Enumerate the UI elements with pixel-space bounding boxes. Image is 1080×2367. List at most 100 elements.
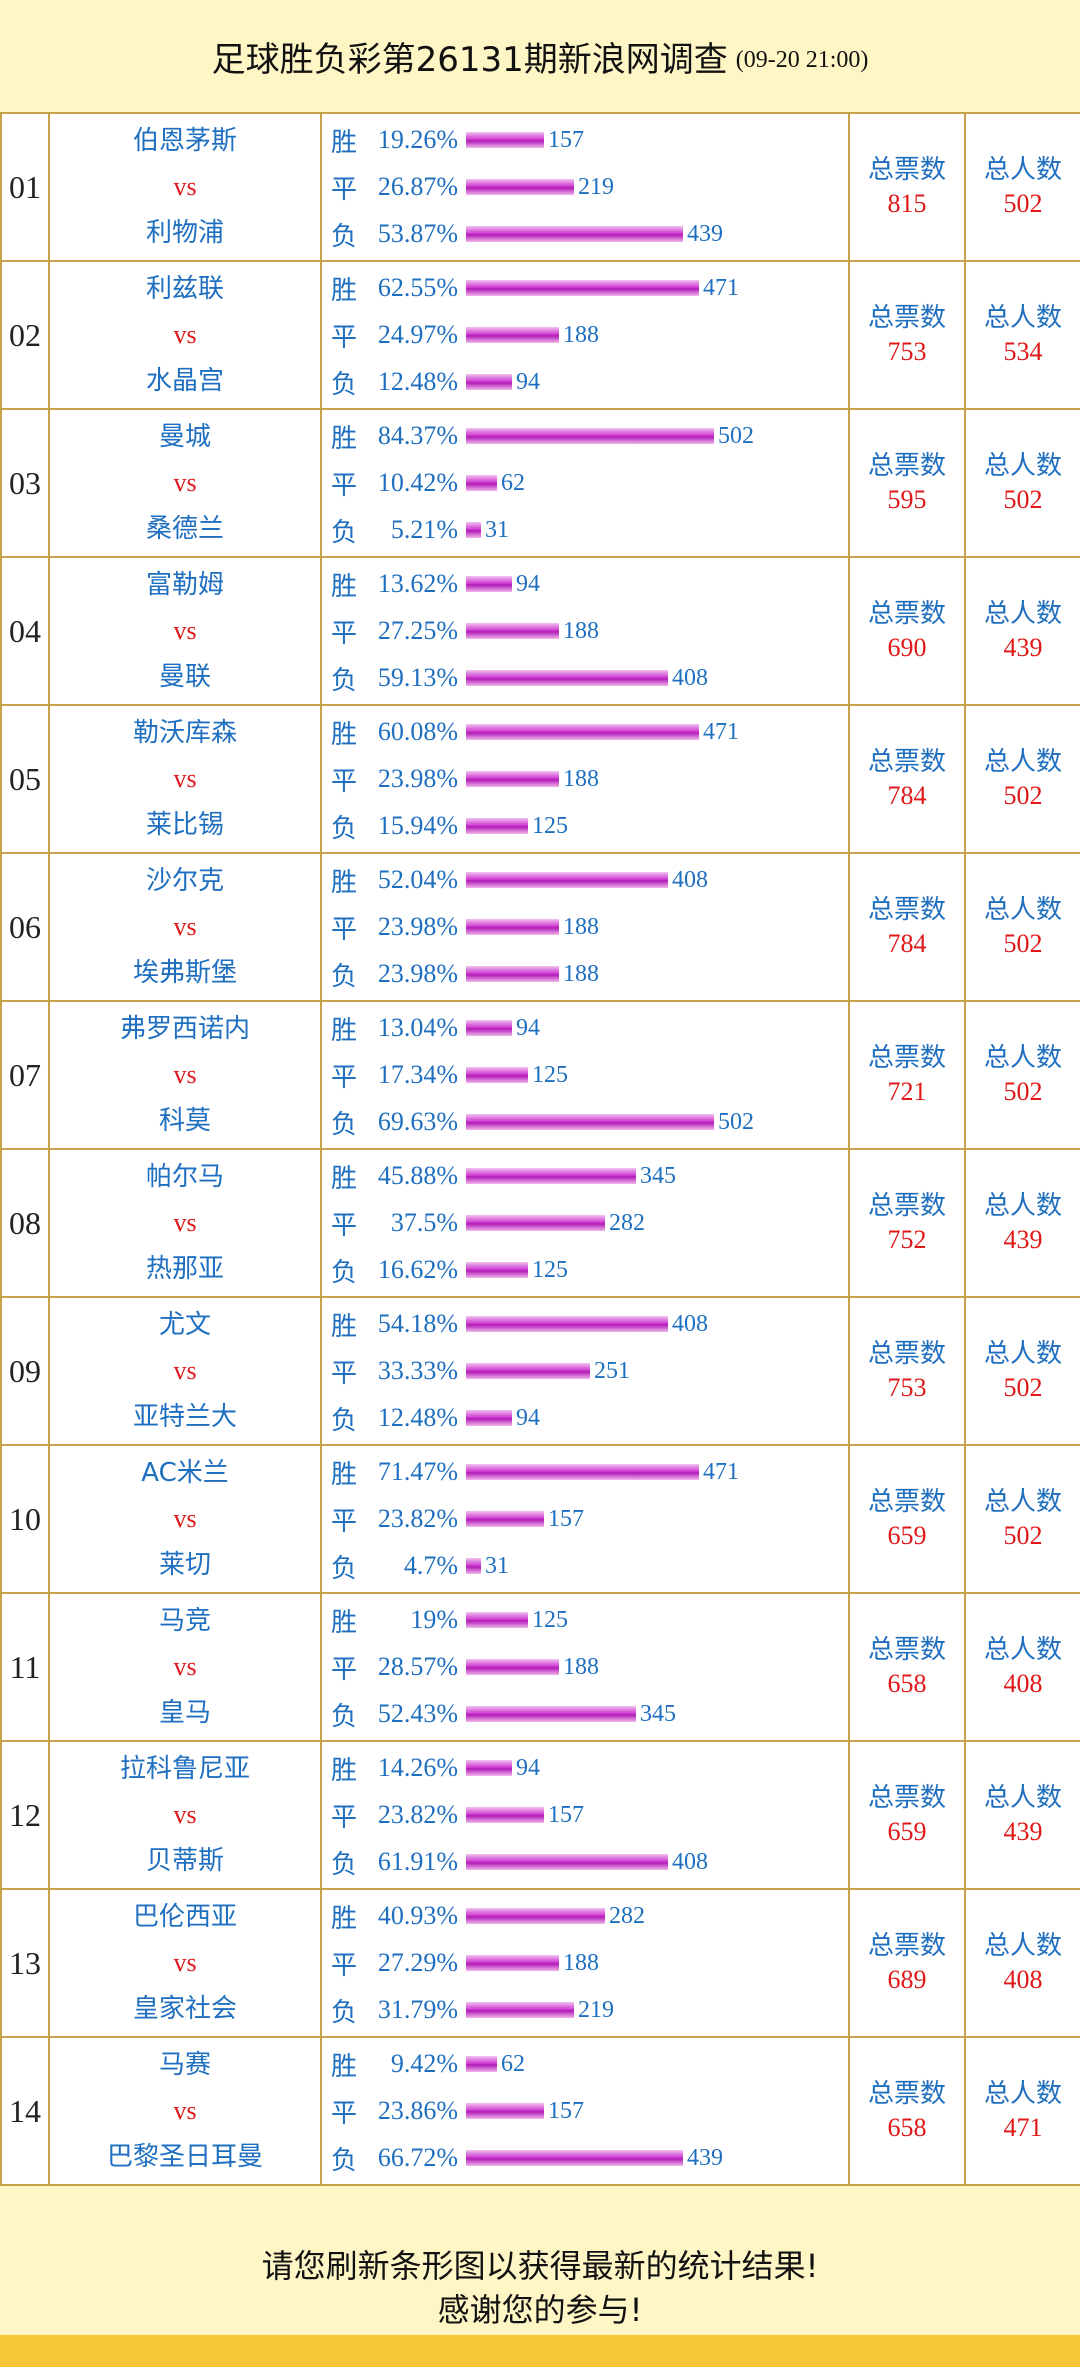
- total-votes-cell: 总票数 659: [848, 1444, 966, 1594]
- vote-line-lose: 负 61.91% 408: [322, 1839, 848, 1886]
- bottom-strip: [0, 2335, 1080, 2367]
- vote-bar-draw: [466, 623, 559, 639]
- vote-bar-win: [466, 1760, 512, 1776]
- vote-line-win: 胜 19% 125: [322, 1597, 848, 1644]
- total-votes-cell: 总票数 690: [848, 556, 966, 706]
- footer-thanks: 感谢您的参与!: [437, 2291, 643, 2329]
- match-number: 01: [0, 112, 50, 262]
- vote-line-lose: 负 69.63% 502: [322, 1099, 848, 1146]
- vote-label-lose: 负: [330, 2145, 357, 2176]
- total-people-label: 总人数: [983, 1635, 1062, 1665]
- match-number: 10: [0, 1444, 50, 1594]
- vote-label-win: 胜: [330, 1903, 357, 1934]
- total-votes-value: 784: [887, 781, 927, 810]
- vote-bar-draw: [466, 771, 559, 787]
- total-people-label: 总人数: [983, 451, 1062, 481]
- vote-bars: 胜 13.04% 94 平 17.34% 125 负 69.63% 502: [320, 1000, 850, 1150]
- vs-label: vs: [173, 1208, 197, 1237]
- footer: 请您刷新条形图以获得最新的统计结果! 感谢您的参与!: [0, 2192, 1080, 2332]
- vote-bar-draw: [466, 179, 574, 195]
- total-votes-label: 总票数: [867, 1931, 946, 1961]
- vote-percent-win: 60.08%: [377, 717, 458, 746]
- vote-bar-draw: [466, 475, 497, 491]
- vote-label-draw: 平: [330, 2098, 357, 2129]
- vs-label: vs: [173, 1504, 197, 1533]
- vote-bar-lose: [466, 818, 528, 834]
- vote-count-draw: 188: [563, 913, 599, 940]
- vs-label: vs: [173, 1652, 197, 1681]
- vote-count-lose: 31: [485, 1552, 509, 1579]
- vote-bar-draw: [466, 1363, 590, 1379]
- vote-count-lose: 439: [687, 2144, 723, 2171]
- vote-count-win: 471: [703, 1458, 739, 1485]
- vote-bars: 胜 19% 125 平 28.57% 188 负 52.43% 345: [320, 1592, 850, 1742]
- vote-label-lose: 负: [330, 1997, 357, 2028]
- match-teams: 曼城 vs 桑德兰: [48, 408, 322, 558]
- away-team: 热那亚: [145, 1254, 224, 1284]
- total-votes-label: 总票数: [867, 155, 946, 185]
- total-people-cell: 总人数 502: [964, 1000, 1080, 1150]
- vote-count-win: 94: [516, 570, 540, 597]
- survey-rows: 01 伯恩茅斯 vs 利物浦 胜 19.26% 157 平 26.87% 219…: [0, 112, 1080, 2186]
- match-row: 12 拉科鲁尼亚 vs 贝蒂斯 胜 14.26% 94 平 23.82% 157…: [0, 1740, 1080, 1890]
- match-number: 05: [0, 704, 50, 854]
- vote-bar-win: [466, 872, 668, 888]
- vote-label-draw: 平: [330, 1802, 357, 1833]
- total-people-label: 总人数: [983, 155, 1062, 185]
- match-number: 13: [0, 1888, 50, 2038]
- vs-label: vs: [173, 616, 197, 645]
- vote-percent-lose: 66.72%: [377, 2143, 458, 2172]
- vote-bars: 胜 14.26% 94 平 23.82% 157 负 61.91% 408: [320, 1740, 850, 1890]
- vote-label-win: 胜: [330, 867, 357, 898]
- vs-label: vs: [173, 320, 197, 349]
- vote-count-draw: 219: [578, 173, 614, 200]
- vote-label-win: 胜: [330, 1311, 357, 1342]
- vote-count-lose: 408: [672, 664, 708, 691]
- vote-label-win: 胜: [330, 571, 357, 602]
- vs-label: vs: [173, 1356, 197, 1385]
- vote-line-win: 胜 19.26% 157: [322, 117, 848, 164]
- total-votes-label: 总票数: [867, 1191, 946, 1221]
- total-votes-label: 总票数: [867, 451, 946, 481]
- vote-label-win: 胜: [330, 719, 357, 750]
- total-people-value: 502: [1003, 1373, 1043, 1402]
- total-people-value: 408: [1003, 1669, 1043, 1698]
- vote-count-lose: 125: [532, 1256, 568, 1283]
- total-people-cell: 总人数 502: [964, 704, 1080, 854]
- vote-count-win: 94: [516, 1014, 540, 1041]
- vote-bar-win: [466, 2056, 497, 2072]
- vote-label-draw: 平: [330, 618, 357, 649]
- total-votes-cell: 总票数 658: [848, 2036, 966, 2186]
- page-title: 足球胜负彩第26131期新浪网调查: [211, 39, 728, 80]
- vote-percent-win: 52.04%: [377, 865, 458, 894]
- vs-label: vs: [173, 1948, 197, 1977]
- vote-line-win: 胜 60.08% 471: [322, 709, 848, 756]
- vote-label-draw: 平: [330, 766, 357, 797]
- vote-percent-lose: 52.43%: [377, 1699, 458, 1728]
- vote-bar-lose: [466, 2150, 683, 2166]
- total-votes-cell: 总票数 659: [848, 1740, 966, 1890]
- vs-label: vs: [173, 172, 197, 201]
- match-teams: 拉科鲁尼亚 vs 贝蒂斯: [48, 1740, 322, 1890]
- vote-bar-win: [466, 576, 512, 592]
- away-team: 埃弗斯堡: [132, 958, 237, 988]
- match-teams: 伯恩茅斯 vs 利物浦: [48, 112, 322, 262]
- total-votes-value: 659: [887, 1521, 927, 1550]
- total-votes-value: 721: [887, 1077, 927, 1106]
- vote-line-draw: 平 27.29% 188: [322, 1940, 848, 1987]
- vote-count-win: 125: [532, 1606, 568, 1633]
- vote-percent-win: 45.88%: [377, 1161, 458, 1190]
- vs-label: vs: [173, 764, 197, 793]
- total-people-label: 总人数: [983, 895, 1062, 925]
- vote-line-lose: 负 31.79% 219: [322, 1987, 848, 2034]
- match-number: 06: [0, 852, 50, 1002]
- vote-line-draw: 平 17.34% 125: [322, 1052, 848, 1099]
- vote-label-draw: 平: [330, 1062, 357, 1093]
- vote-line-lose: 负 66.72% 439: [322, 2135, 848, 2182]
- page-header: 足球胜负彩第26131期新浪网调查 (09-20 21:00): [0, 0, 1080, 112]
- away-team: 利物浦: [145, 218, 224, 248]
- match-row: 05 勒沃库森 vs 莱比锡 胜 60.08% 471 平 23.98% 188…: [0, 704, 1080, 854]
- total-votes-label: 总票数: [867, 1635, 946, 1665]
- vote-percent-win: 13.04%: [377, 1013, 458, 1042]
- vote-line-draw: 平 10.42% 62: [322, 460, 848, 507]
